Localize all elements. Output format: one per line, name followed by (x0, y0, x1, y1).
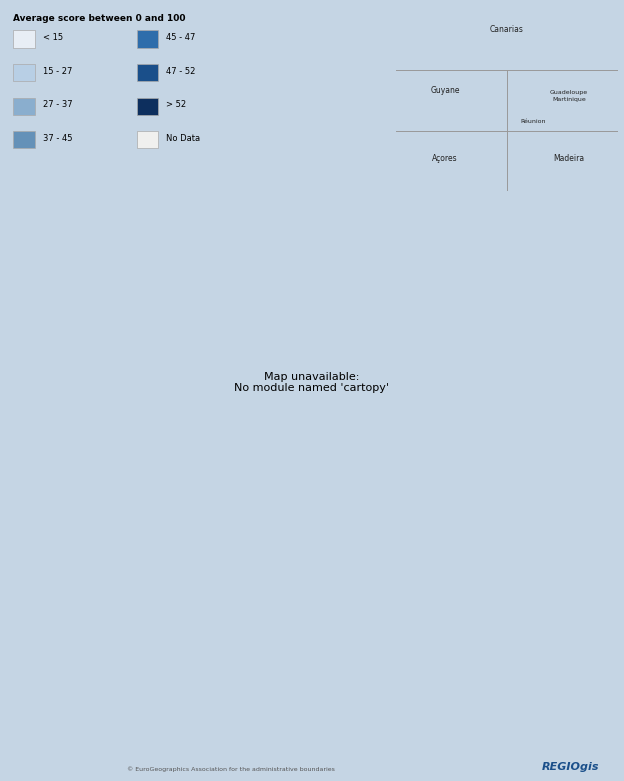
Bar (137, 131, 158, 148)
Text: © EuroGeographics Association for the administrative boundaries: © EuroGeographics Association for the ad… (127, 766, 335, 772)
Text: 47 - 52: 47 - 52 (166, 66, 196, 76)
Text: < 15: < 15 (43, 33, 63, 42)
Text: Guyane: Guyane (430, 86, 460, 95)
Text: REGIOgis: REGIOgis (542, 761, 599, 772)
Bar (137, 64, 158, 81)
Text: Madeira: Madeira (553, 154, 585, 162)
Text: 45 - 47: 45 - 47 (166, 33, 196, 42)
Bar (137, 98, 158, 115)
Text: 15 - 27: 15 - 27 (43, 66, 72, 76)
Text: 27 - 37: 27 - 37 (43, 100, 72, 109)
Text: Canarias: Canarias (490, 25, 524, 34)
Bar (13, 98, 35, 115)
Bar (13, 64, 35, 81)
Text: Guadeloupe
Martinique: Guadeloupe Martinique (550, 91, 588, 102)
Text: No Data: No Data (166, 134, 200, 143)
Bar (137, 30, 158, 48)
Text: Map unavailable:
No module named 'cartopy': Map unavailable: No module named 'cartop… (235, 372, 389, 394)
Text: > 52: > 52 (166, 100, 187, 109)
Bar (13, 131, 35, 148)
Text: Average score between 0 and 100: Average score between 0 and 100 (13, 14, 186, 23)
Text: Açores: Açores (432, 154, 458, 162)
Text: 37 - 45: 37 - 45 (43, 134, 72, 143)
Text: Réunion: Réunion (521, 119, 547, 124)
Bar (13, 30, 35, 48)
